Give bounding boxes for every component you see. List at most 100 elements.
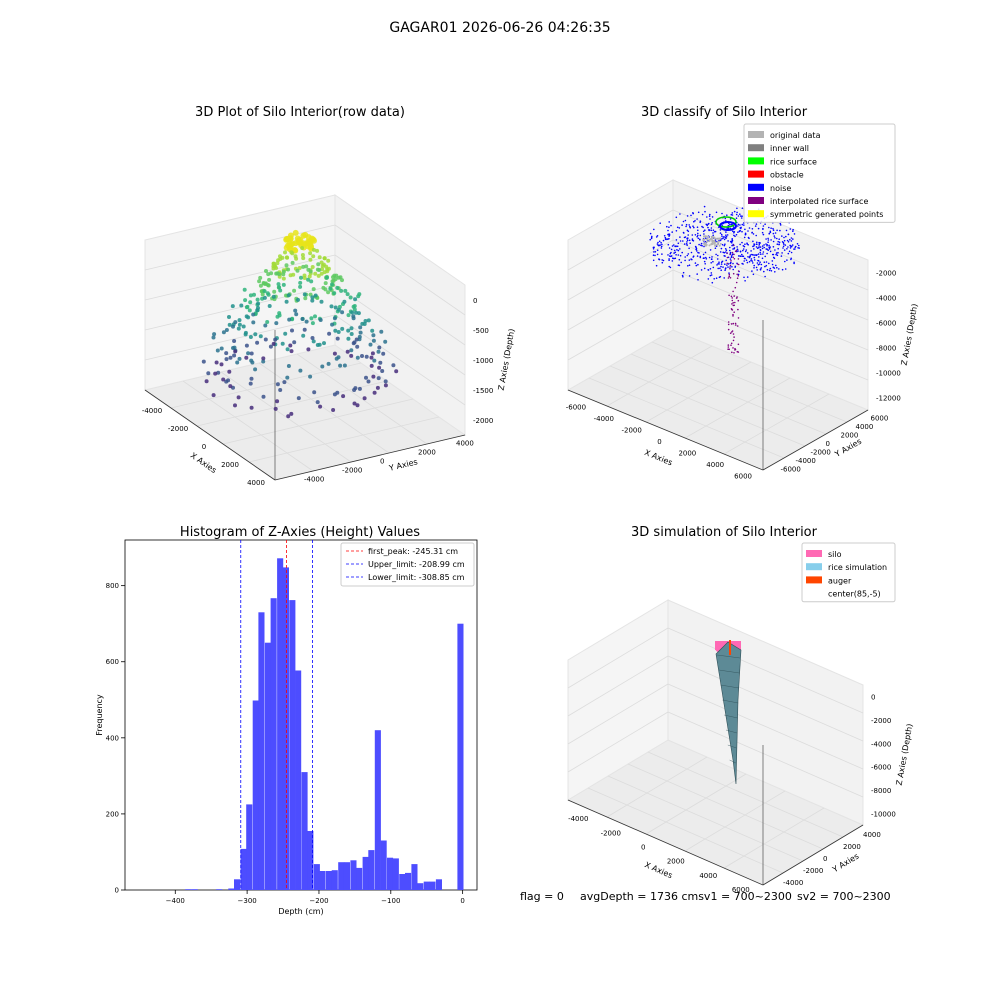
- classify-noise-point: [652, 259, 655, 262]
- raw-point: [297, 266, 302, 270]
- classify-noise-point: [675, 239, 678, 241]
- classify-noise-point: [708, 222, 710, 225]
- classify-noise-point: [790, 245, 793, 248]
- classify-noise-point: [727, 227, 730, 230]
- raw-point: [288, 343, 293, 348]
- classify-noise-point: [784, 268, 787, 270]
- classify-noise-point: [753, 259, 756, 261]
- raw-point: [364, 375, 368, 380]
- classify-noise-point: [711, 222, 713, 224]
- classify-ztick-label: -8000: [876, 345, 896, 353]
- classify-noise-point: [793, 233, 796, 235]
- histogram-xtick-label: −200: [309, 897, 328, 905]
- classify-interp-point: [737, 317, 740, 319]
- classify-ytick-label: 2000: [841, 431, 859, 439]
- raw-point: [349, 332, 354, 336]
- raw-point: [323, 281, 328, 286]
- classify-xtick-label: -4000: [594, 415, 614, 423]
- classify-noise-point: [730, 240, 732, 243]
- classify-noise-point: [708, 215, 711, 217]
- classify-original-point: [707, 235, 710, 238]
- panel-raw-scatter: 3D Plot of Silo Interior(row data) -4000…: [142, 105, 517, 487]
- classify-noise-point: [673, 249, 676, 252]
- raw-point: [243, 298, 248, 303]
- classify-noise-point: [720, 263, 723, 265]
- classify-noise-point: [788, 250, 791, 253]
- classify-noise-point: [737, 215, 740, 217]
- classify-noise-point: [740, 215, 742, 217]
- classify-original-point: [714, 244, 717, 247]
- classify-noise-point: [776, 237, 778, 240]
- histogram-xtick-label: −100: [381, 897, 400, 905]
- histogram-bar: [289, 600, 296, 890]
- raw-point: [215, 348, 220, 353]
- classify-noise-point: [674, 251, 677, 254]
- classify-noise-point: [720, 233, 723, 236]
- classify-noise-point: [780, 255, 783, 257]
- classify-noise-point: [706, 224, 708, 227]
- histogram-plot: −400 −300 −200 −100 0 0 200 400 600 800 Depth (cm)…: [95, 539, 478, 916]
- sim-ytick-label: 2000: [843, 843, 861, 851]
- classify-interp-point: [729, 277, 732, 279]
- raw-point: [287, 317, 292, 322]
- raw-point: [239, 303, 244, 308]
- classify-noise-point: [700, 244, 702, 247]
- classify-legend-label: inner wall: [770, 144, 809, 153]
- classify-ztick-label: -2000: [876, 270, 896, 278]
- raw-point: [284, 263, 289, 268]
- classify-noise-point: [767, 239, 770, 241]
- classify-noise-point: [748, 237, 750, 240]
- raw-point: [327, 331, 332, 336]
- classify-noise-point: [711, 281, 714, 284]
- raw-point: [289, 349, 294, 354]
- classify-noise-point: [686, 239, 689, 242]
- histogram-bar: [319, 871, 326, 890]
- classify-noise-point: [751, 270, 753, 272]
- classify-noise-point: [731, 253, 734, 256]
- classify-noise-point: [679, 248, 681, 250]
- classify-noise-point: [654, 254, 656, 257]
- histogram-xtick-label: −400: [166, 897, 185, 905]
- classify-noise-point: [720, 261, 723, 264]
- raw-point: [340, 278, 344, 283]
- classify-xtick-label: 6000: [734, 472, 752, 480]
- classify-original-point: [710, 238, 712, 241]
- raw-xtick-label: 4000: [247, 479, 265, 487]
- sim-xtick-label: 2000: [667, 858, 685, 866]
- classify-noise-point: [719, 251, 722, 253]
- classify-noise-point: [783, 239, 786, 242]
- classify-interp-point: [731, 331, 733, 333]
- classify-noise-point: [680, 261, 682, 264]
- classify-legend-label: noise: [770, 184, 791, 193]
- classify-noise-point: [702, 257, 705, 260]
- raw-point: [381, 351, 386, 356]
- classify-noise-point: [717, 263, 719, 265]
- raw-point: [340, 310, 345, 315]
- classify-noise-point: [723, 238, 726, 241]
- classify-noise-point: [772, 229, 775, 231]
- raw-point: [258, 334, 263, 339]
- raw-point: [349, 348, 354, 353]
- raw-point: [342, 299, 347, 304]
- classify-noise-point: [696, 255, 699, 257]
- raw-point: [273, 406, 278, 411]
- raw-point: [355, 403, 360, 408]
- classify-noise-point: [697, 279, 699, 281]
- classify-noise-point: [654, 251, 657, 253]
- raw-point: [301, 256, 306, 261]
- classify-noise-point: [777, 247, 779, 250]
- classify-noise-point: [687, 237, 689, 239]
- classify-noise-point: [702, 230, 705, 233]
- classify-noise-point: [777, 251, 779, 254]
- classify-noise-point: [678, 227, 681, 229]
- sim-rice-surface: [715, 641, 742, 785]
- histogram-bar: [350, 860, 357, 890]
- sim-ztick-label: -8000: [871, 787, 891, 795]
- classify-noise-point: [768, 233, 770, 235]
- classify-noise-point: [682, 220, 685, 223]
- classify-noise-point: [673, 244, 675, 246]
- sim-ytick-label: -4000: [783, 879, 803, 887]
- classify-noise-point: [712, 234, 714, 237]
- classify-noise-point: [725, 251, 727, 253]
- classify-noise-point: [661, 253, 663, 255]
